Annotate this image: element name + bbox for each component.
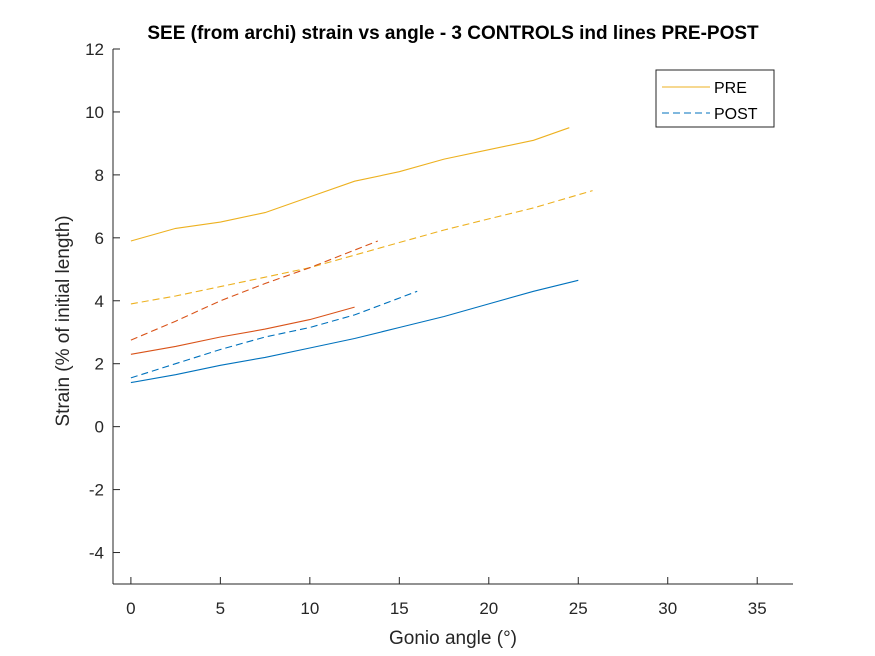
y-tick-label: 2	[95, 355, 104, 374]
legend-box	[655, 69, 775, 128]
y-tick-label: -2	[89, 481, 104, 500]
y-tick-label: 12	[85, 40, 104, 59]
x-tick-label: 35	[748, 599, 767, 618]
legend-label-post: POST	[714, 106, 758, 123]
series-line-pre-1	[130, 306, 355, 355]
y-tick-label: 8	[95, 166, 104, 185]
y-tick-label: 4	[95, 292, 104, 311]
y-ticks: -4 -2 0 2 4 6 8 10 12	[85, 40, 120, 563]
chart-title: SEE (from archi) strain vs angle - 3 CON…	[147, 23, 759, 44]
series-line-post-4	[130, 240, 379, 341]
x-ticks: 0 5 10 15 20 25 30 35	[126, 577, 767, 618]
plot-area	[113, 49, 793, 584]
y-tick-label: -4	[89, 544, 104, 563]
legend: PRE POST	[655, 69, 775, 128]
x-tick-label: 30	[658, 599, 677, 618]
y-tick-label: 0	[95, 418, 104, 437]
x-tick-label: 10	[300, 599, 319, 618]
series-layer	[130, 127, 593, 384]
x-tick-label: 20	[479, 599, 498, 618]
x-tick-label: 25	[569, 599, 588, 618]
x-tick-label: 0	[126, 599, 135, 618]
legend-label-pre: PRE	[714, 80, 747, 97]
series-line-pre-2	[130, 279, 579, 384]
series-line-pre-0	[130, 127, 570, 242]
x-tick-label: 15	[390, 599, 409, 618]
y-tick-label: 10	[85, 103, 104, 122]
y-axis-title: Strain (% of initial length)	[53, 215, 74, 426]
x-axis-title: Gonio angle (°)	[389, 628, 517, 649]
y-tick-label: 6	[95, 229, 104, 248]
x-tick-label: 5	[216, 599, 225, 618]
series-line-post-5	[130, 290, 418, 379]
